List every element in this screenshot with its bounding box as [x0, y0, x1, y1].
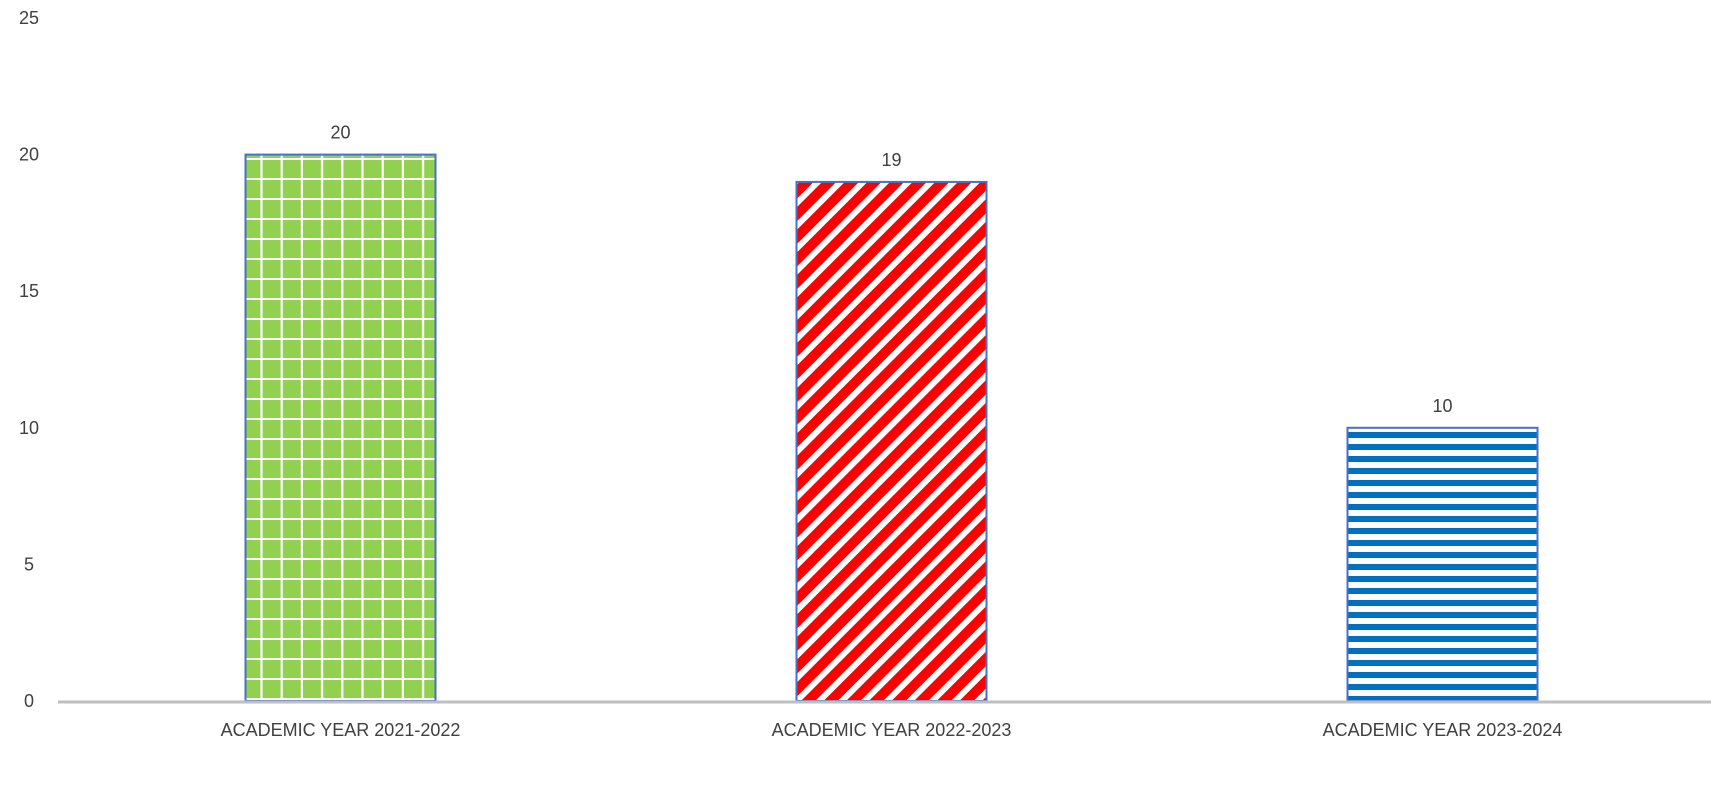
y-tick-label: 25: [19, 8, 39, 28]
y-axis-ticks: 0 5 10 15 20 25: [19, 8, 39, 711]
y-tick-label: 0: [24, 691, 34, 711]
bar: [244, 153, 437, 703]
x-category-label: ACADEMIC YEAR 2022-2023: [772, 720, 1012, 740]
x-axis-labels: ACADEMIC YEAR 2021-2022 ACADEMIC YEAR 202…: [221, 720, 1563, 740]
y-tick-label: 15: [19, 281, 39, 301]
data-label: 19: [881, 150, 901, 170]
data-labels: 20 19 10: [330, 123, 1452, 416]
y-tick-label: 20: [19, 145, 39, 165]
bar: [795, 180, 988, 703]
data-label: 20: [330, 123, 350, 143]
bars: [244, 153, 1539, 703]
data-label: 10: [1432, 396, 1452, 416]
y-tick-label: 10: [19, 418, 39, 438]
x-category-label: ACADEMIC YEAR 2023-2024: [1323, 720, 1563, 740]
y-tick-label: 5: [24, 554, 34, 574]
bar: [1346, 426, 1539, 702]
x-category-label: ACADEMIC YEAR 2021-2022: [221, 720, 461, 740]
